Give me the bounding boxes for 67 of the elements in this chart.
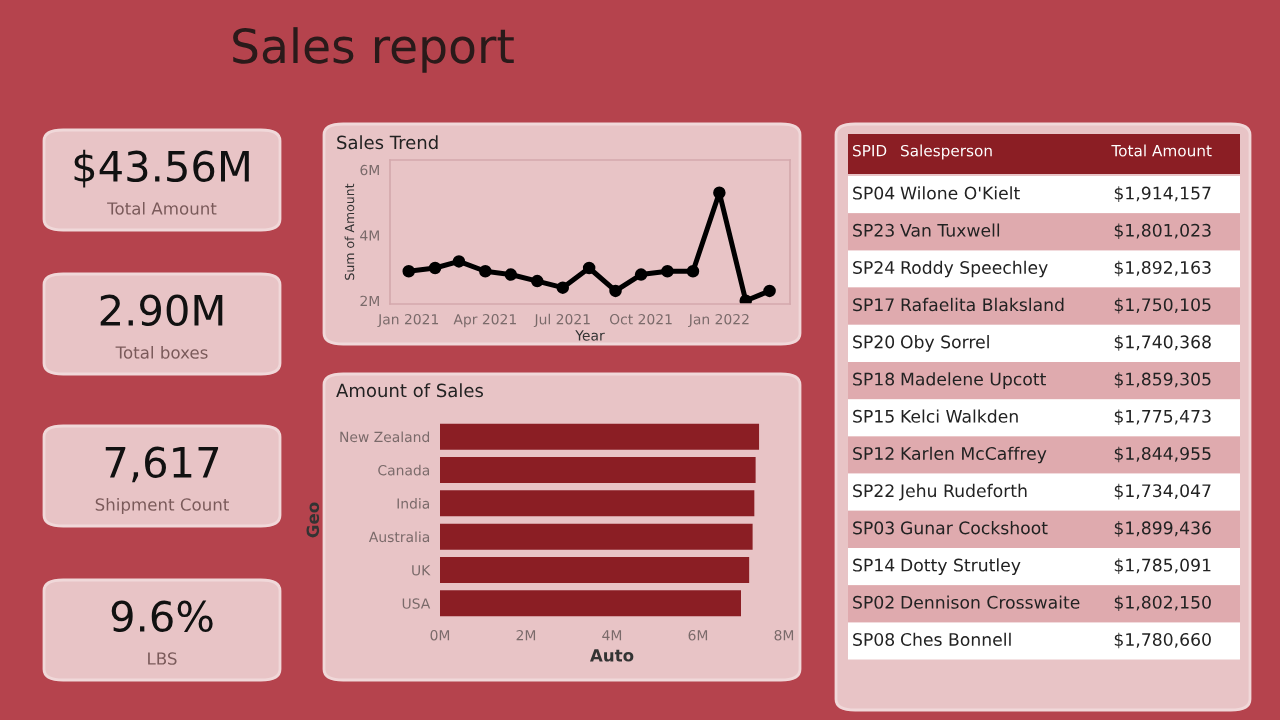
text: Oby Sorrel [900, 335, 989, 352]
text: $1,750,105 [1114, 297, 1211, 314]
text: Dennison Crosswaite [901, 595, 1080, 609]
text: $1,802,150 [1114, 595, 1211, 612]
text: 7,617 [105, 446, 219, 483]
text: SP24 [853, 260, 895, 274]
text: SP04 [853, 186, 895, 200]
text: Van Tuxwell [900, 223, 1000, 237]
text: Jehu Rudeforth [899, 483, 1027, 501]
text: $1,801,023 [1114, 223, 1211, 240]
text: SP18 [853, 372, 895, 386]
text: 9.6% [111, 600, 213, 633]
x-axis-title: Auto [589, 649, 634, 662]
point [504, 268, 518, 281]
text: Sales report [233, 27, 514, 73]
chart-title: Sales Trend [337, 135, 438, 150]
point [402, 265, 415, 278]
text: $1,734,047 [1114, 483, 1211, 500]
text: Shipment Count [95, 497, 229, 515]
text: Total Amount [107, 201, 217, 215]
text: SP02 [853, 595, 894, 609]
text: 2.90M [100, 294, 223, 327]
point [452, 255, 466, 268]
text: SP15 [853, 409, 894, 423]
point [428, 261, 442, 275]
text: Rafaelita Blaksland [901, 297, 1064, 312]
text: SP14 [853, 558, 895, 572]
text: Ches Bonnell [900, 632, 1011, 646]
text: $43.56M [74, 149, 249, 188]
text: Dotty Strutley [901, 558, 1021, 575]
text: $1,892,163 [1114, 260, 1211, 277]
text: Madelene Upcott [901, 372, 1046, 389]
point [634, 268, 648, 281]
text: $1,785,091 [1114, 558, 1211, 574]
point [739, 294, 752, 304]
point [686, 265, 700, 278]
text: $1,740,368 [1114, 335, 1211, 351]
text: SP22 [853, 484, 894, 498]
text: $1,775,473 [1114, 409, 1211, 426]
point [763, 284, 776, 298]
point [556, 281, 570, 294]
point [479, 265, 492, 278]
text: $1,914,157 [1114, 186, 1211, 202]
text: SP08 [853, 632, 895, 646]
text: SP23 [853, 223, 894, 237]
text: SP12 [853, 446, 894, 460]
point [713, 186, 726, 199]
text: Roddy Speechley [901, 260, 1048, 278]
text: Karlen McCaffrey [901, 446, 1047, 464]
point [582, 261, 596, 275]
text: Gunar Cockshoot [900, 521, 1048, 535]
text: $1,859,305 [1114, 372, 1211, 388]
y-axis-title: Geo [306, 502, 320, 538]
text: SP20 [853, 335, 895, 349]
text: Total boxes [115, 345, 208, 359]
text: SP03 [853, 521, 894, 535]
text: SP17 [853, 298, 894, 312]
point [661, 265, 674, 278]
point [609, 284, 622, 298]
text: LBS [148, 652, 177, 665]
text: $1,780,660 [1114, 632, 1211, 649]
text: Kelci Walkden [901, 409, 1018, 423]
chart-title: Amount of Sales [336, 383, 484, 398]
point [530, 274, 544, 288]
text: $1,844,955 [1114, 446, 1211, 463]
text: $1,899,436 [1114, 521, 1211, 537]
text: Wilone O'Kielt [900, 186, 1020, 200]
